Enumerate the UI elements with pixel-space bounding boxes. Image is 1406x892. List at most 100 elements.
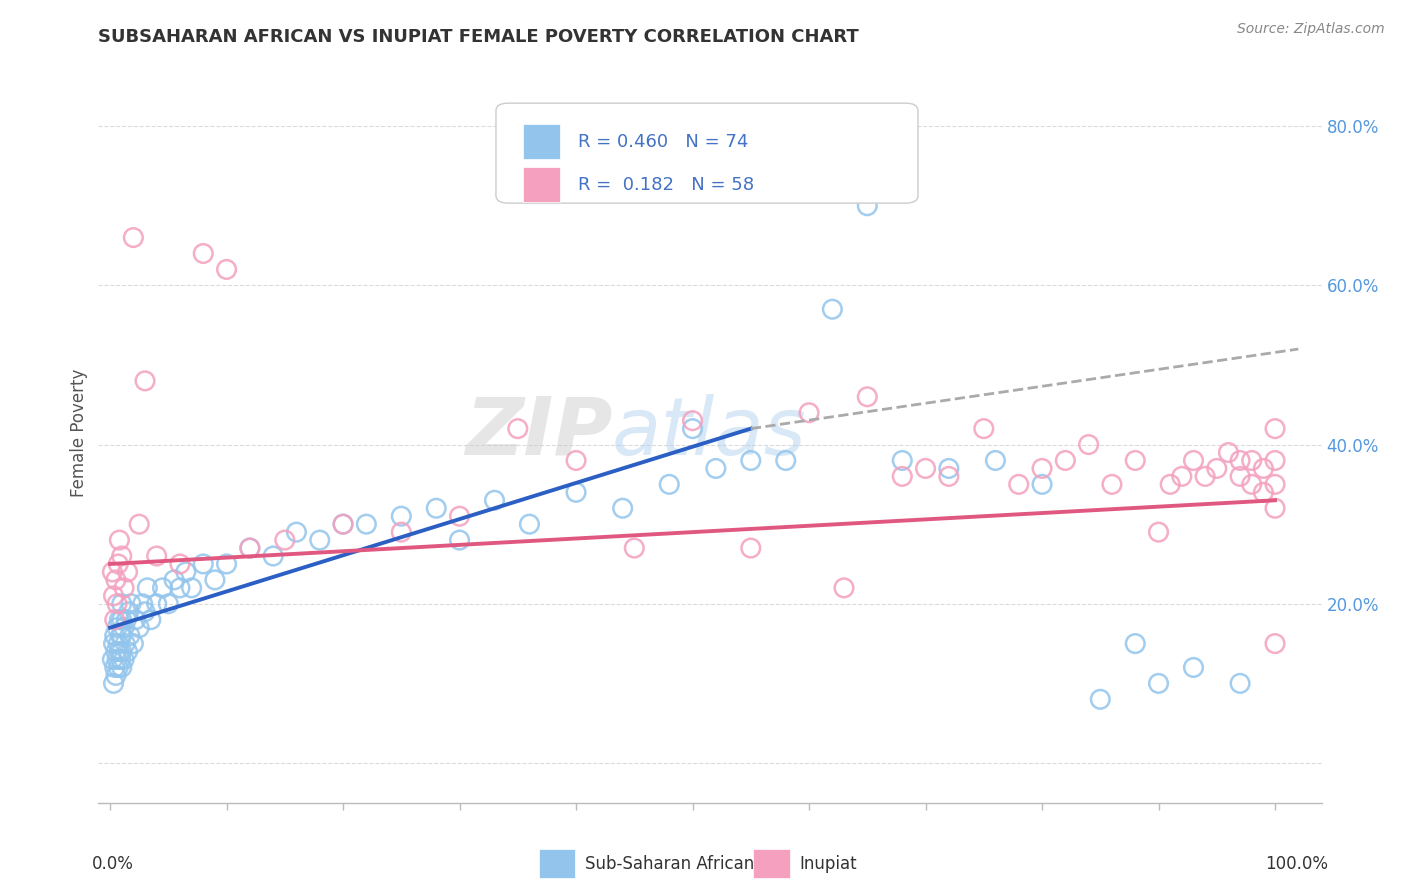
Point [118, 629, 141, 643]
Point [1123, 453, 1146, 467]
Point [1182, 453, 1205, 467]
Point [111, 660, 134, 674]
Point [104, 573, 127, 587]
Point [332, 517, 354, 532]
Point [193, 246, 215, 260]
Point [1171, 469, 1194, 483]
Point [239, 541, 262, 555]
Point [125, 613, 148, 627]
Point [112, 621, 135, 635]
Point [152, 581, 174, 595]
Point [111, 597, 134, 611]
Bar [752, 848, 790, 879]
Point [1123, 637, 1146, 651]
Text: Source: ZipAtlas.com: Source: ZipAtlas.com [1237, 22, 1385, 37]
Point [104, 629, 127, 643]
Point [101, 565, 124, 579]
Point [285, 525, 308, 540]
Point [104, 660, 127, 674]
Point [169, 581, 191, 595]
Point [389, 509, 412, 524]
Point [775, 453, 797, 467]
Point [797, 406, 820, 420]
Point [112, 581, 135, 595]
Point [704, 461, 727, 475]
Point [1101, 477, 1123, 491]
Point [1229, 469, 1251, 483]
Point [832, 581, 855, 595]
Point [1253, 461, 1275, 475]
Text: ZIP: ZIP [465, 393, 612, 472]
Y-axis label: Female Poverty: Female Poverty [70, 368, 89, 497]
Point [891, 453, 914, 467]
Point [891, 469, 914, 483]
Point [122, 637, 145, 651]
Point [1147, 676, 1170, 690]
Point [111, 629, 134, 643]
Point [180, 581, 202, 595]
Point [519, 517, 541, 532]
Point [1147, 525, 1170, 540]
Point [204, 573, 226, 587]
Point [332, 517, 354, 532]
Point [623, 541, 645, 555]
Point [274, 533, 297, 547]
Point [565, 485, 588, 500]
Point [449, 533, 471, 547]
Point [1205, 461, 1227, 475]
Point [118, 605, 141, 619]
Point [157, 597, 180, 611]
Point [308, 533, 330, 547]
Point [145, 549, 167, 563]
Point [136, 581, 159, 595]
Point [111, 644, 134, 658]
Point [169, 557, 191, 571]
Text: 0.0%: 0.0% [93, 855, 134, 872]
Point [128, 517, 150, 532]
Bar [538, 848, 575, 879]
Point [111, 613, 134, 627]
Point [938, 469, 960, 483]
Point [110, 652, 132, 666]
Point [1182, 660, 1205, 674]
Point [215, 262, 238, 277]
Point [1264, 477, 1286, 491]
Point [1077, 437, 1099, 451]
Point [984, 453, 1007, 467]
Point [682, 422, 704, 436]
Point [103, 589, 125, 603]
Point [821, 302, 844, 317]
Point [108, 533, 131, 547]
Text: SUBSAHARAN AFRICAN VS INUPIAT FEMALE POVERTY CORRELATION CHART: SUBSAHARAN AFRICAN VS INUPIAT FEMALE POV… [98, 28, 859, 45]
Point [262, 549, 284, 563]
Point [389, 525, 412, 540]
Point [108, 613, 131, 627]
Point [104, 668, 127, 682]
Point [449, 509, 471, 524]
Point [612, 501, 634, 516]
Point [215, 557, 238, 571]
Point [103, 637, 125, 651]
Bar [523, 167, 560, 202]
Point [565, 453, 588, 467]
Point [506, 422, 529, 436]
Point [117, 644, 139, 658]
Point [104, 644, 127, 658]
Point [973, 422, 995, 436]
Point [425, 501, 447, 516]
Point [105, 652, 128, 666]
Point [107, 557, 129, 571]
Point [114, 637, 136, 651]
Point [108, 644, 131, 658]
Bar [523, 124, 560, 160]
Text: R =  0.182   N = 58: R = 0.182 N = 58 [578, 176, 754, 194]
Point [163, 573, 186, 587]
Point [107, 660, 129, 674]
Point [856, 390, 879, 404]
Point [740, 541, 762, 555]
Point [128, 621, 150, 635]
Point [1031, 477, 1053, 491]
Point [120, 597, 142, 611]
Point [484, 493, 506, 508]
Point [1054, 453, 1077, 467]
